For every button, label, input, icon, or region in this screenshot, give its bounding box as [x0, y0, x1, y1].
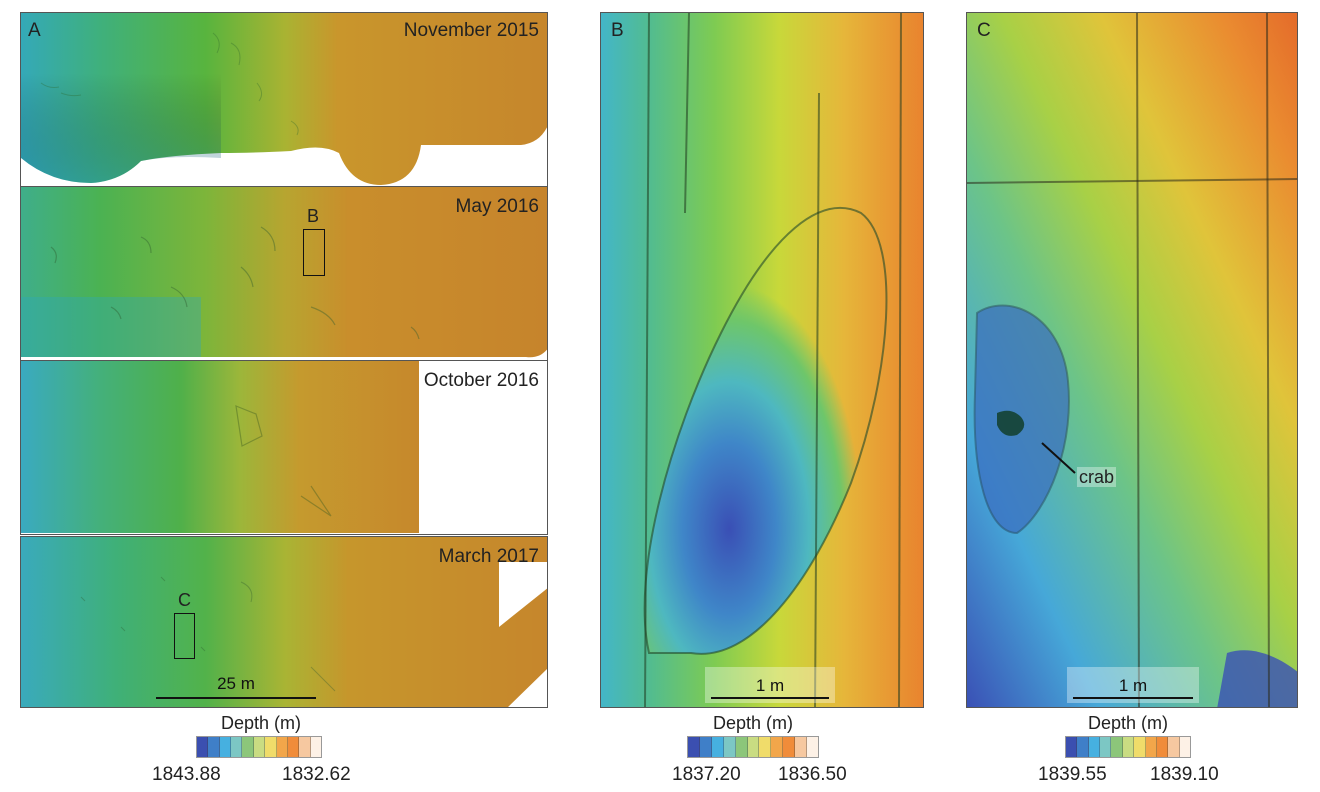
panel-b-letter: B — [611, 20, 624, 41]
panel-c: C crab 1 m — [966, 12, 1298, 708]
colorbar-c-min: 1839.55 — [1038, 764, 1107, 785]
bathymetry-map-nov-2015 — [21, 13, 547, 185]
inset-box-c — [174, 613, 195, 659]
inset-box-b — [303, 229, 325, 276]
panel-a-may-2016: B May 2016 — [20, 186, 548, 361]
scale-bar-c — [1073, 697, 1193, 699]
colorbar-c-title: Depth (m) — [1087, 713, 1168, 733]
colorbar-c-scale — [1065, 736, 1191, 758]
bathymetry-map-oct-2016 — [21, 361, 419, 533]
bathymetry-map-b — [601, 13, 923, 707]
crab-annotation: crab — [1077, 467, 1117, 487]
colorbar-b-scale — [687, 736, 819, 758]
date-label-mar-2017: March 2017 — [438, 546, 539, 567]
date-label-nov-2015: November 2015 — [403, 20, 539, 41]
colorbar-a-max: 1832.62 — [282, 764, 351, 785]
panel-a-letter: A — [28, 20, 41, 41]
bathymetry-map-c — [967, 13, 1297, 707]
colorbar-a-title: Depth (m) — [220, 713, 301, 733]
inset-label-b: B — [307, 206, 320, 226]
crab-pointer-arrow — [1041, 442, 1076, 474]
panel-c-letter: C — [977, 20, 991, 41]
colorbar-b-min: 1837.20 — [672, 764, 741, 785]
panel-a-oct-2016: October 2016 — [20, 360, 548, 535]
scale-bar-label-c: 1 m — [1118, 676, 1148, 695]
bathymetry-map-may-2016 — [21, 187, 547, 358]
scale-bar-25m — [156, 697, 316, 699]
colorbar-c-max: 1839.10 — [1150, 764, 1219, 785]
colorbar-b-title: Depth (m) — [712, 713, 793, 733]
scale-bar-label-25m: 25 m — [217, 674, 255, 693]
panel-a-mar-2017: C March 2017 25 m — [20, 536, 548, 708]
colorbar-b-max: 1836.50 — [778, 764, 847, 785]
scale-bar-b — [711, 697, 829, 699]
inset-label-c: C — [178, 590, 191, 610]
scale-bar-label-b: 1 m — [755, 676, 785, 695]
colorbar-a-min: 1843.88 — [152, 764, 221, 785]
colorbar-a-scale — [196, 736, 322, 758]
bathymetry-map-mar-2017 — [21, 537, 547, 707]
panel-b: B 1 m — [600, 12, 924, 708]
date-label-oct-2016: October 2016 — [423, 370, 539, 391]
date-label-may-2016: May 2016 — [455, 196, 539, 217]
panel-a-nov-2015: A November 2015 — [20, 12, 548, 187]
